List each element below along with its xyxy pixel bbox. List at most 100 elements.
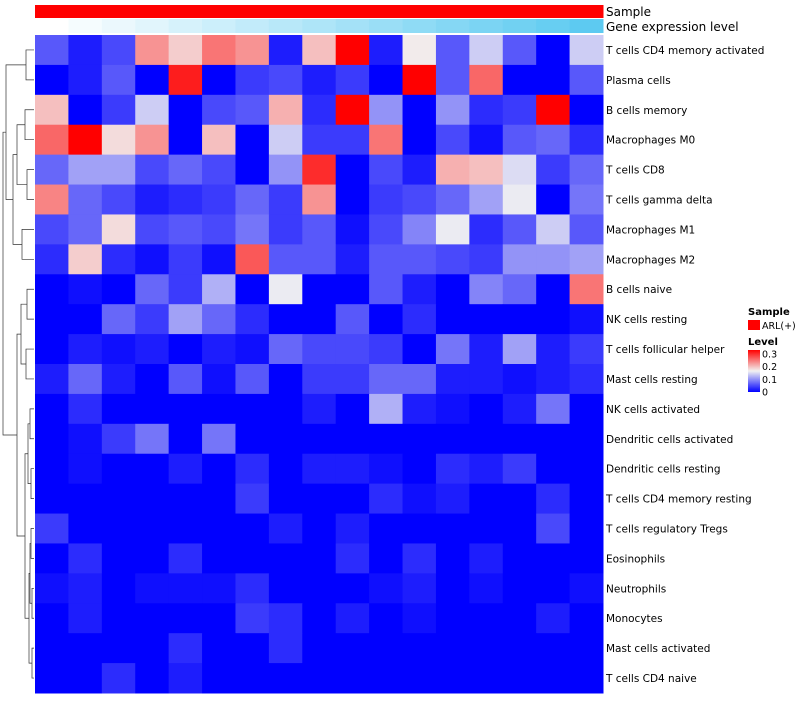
heatmap-cell [235,393,270,425]
heatmap-cell [435,244,470,275]
heatmap-cell [335,154,370,186]
heatmap-cell [101,453,136,485]
heatmap-cell [202,364,236,395]
heatmap-cell [335,64,370,96]
heatmap-cell [168,393,203,425]
heatmap-cell [569,393,604,425]
expression-annotation-cell [302,19,337,33]
heatmap-cell [268,184,303,215]
heatmap-cell [268,154,303,186]
heatmap-cell [402,603,437,634]
heatmap-cell [135,423,170,455]
heatmap-cell [135,573,170,604]
heatmap-cell [135,94,170,126]
heatmap-cell [335,393,370,425]
heatmap-cell [268,94,303,126]
sample-annotation-cell [502,5,537,18]
heatmap-cell [101,334,136,365]
heatmap-cell [202,423,236,455]
heatmap-cell [502,543,537,574]
heatmap-cell [68,603,103,634]
heatmap-cell [369,663,404,694]
heatmap-cell [469,513,504,544]
heatmap-cell [435,393,470,425]
heatmap-cell [101,513,136,544]
legend-level-tick-label: 0.2 [762,362,777,373]
heatmap-cell [235,244,270,275]
heatmap-cell [469,154,504,186]
expression-annotation-cell [536,19,571,33]
heatmap-cell [536,543,571,574]
heatmap-cell [369,154,404,186]
heatmap-cell [135,184,170,215]
heatmap-cell [435,573,470,604]
heatmap-cell [302,154,337,186]
heatmap-cell [268,513,303,544]
heatmap-cell [435,184,470,215]
heatmap-cell [235,274,270,305]
heatmap-cell [202,214,236,245]
expression-annotation-cell [402,19,437,33]
heatmap-cell [502,244,537,275]
heatmap-cell [68,633,103,664]
heatmap-cell [302,513,337,544]
sample-annotation-cell [536,5,571,18]
heatmap-cell [502,124,537,156]
heatmap-cell [35,274,69,305]
heatmap-cell [536,483,571,515]
heatmap-cell [168,304,203,335]
heatmap-cell [402,94,437,126]
heatmap-cell [469,423,504,455]
heatmap-cell [202,393,236,425]
heatmap-cell [101,364,136,395]
row-label: T cells CD4 naive [605,673,697,685]
row-label: Eosinophils [606,553,665,565]
heatmap-cell [469,124,504,156]
heatmap-cell [235,64,270,96]
heatmap-cell [502,483,537,515]
heatmap-cell [235,573,270,604]
heatmap-cell [35,214,69,245]
heatmap-cell [502,64,537,96]
heatmap-cell [536,94,571,126]
row-label: NK cells resting [606,314,687,326]
sample-annotation-cell [168,5,203,18]
heatmap-cell [469,64,504,96]
heatmap-cell [168,513,203,544]
heatmap-cell [202,633,236,664]
heatmap-cell [536,214,571,245]
heatmap-cell [435,94,470,126]
heatmap-cell [202,513,236,544]
dendrogram-branch [24,453,29,619]
heatmap-cell [335,364,370,395]
heatmap-cell [101,154,136,186]
heatmap-cell [569,543,604,574]
expression-annotation-cell [235,19,270,33]
row-label: T cells CD4 memory activated [605,45,764,57]
heatmap-cell [35,304,69,335]
annotation-row-label: Sample [606,5,651,19]
heatmap-cell [135,543,170,574]
heatmap-cell [101,214,136,245]
heatmap-cell [536,513,571,544]
heatmap-cell [569,453,604,485]
heatmap-cell [68,663,103,694]
heatmap-cell [202,244,236,275]
heatmap-cell [302,214,337,245]
heatmap-cell [435,64,470,96]
heatmap-cell [536,184,571,215]
heatmap-cell [335,304,370,335]
heatmap-cell [369,124,404,156]
legend-sample-swatch [748,320,760,330]
heatmap-cell [35,483,69,515]
heatmap-cell [202,35,236,66]
heatmap-cell [435,453,470,485]
heatmap-cell [502,304,537,335]
row-label: T cells CD8 [605,165,665,177]
heatmap-cell [569,304,604,335]
heatmap-cell [235,453,270,485]
legend-level-tick-label: 0.3 [762,349,777,360]
heatmap-cell [168,244,203,275]
